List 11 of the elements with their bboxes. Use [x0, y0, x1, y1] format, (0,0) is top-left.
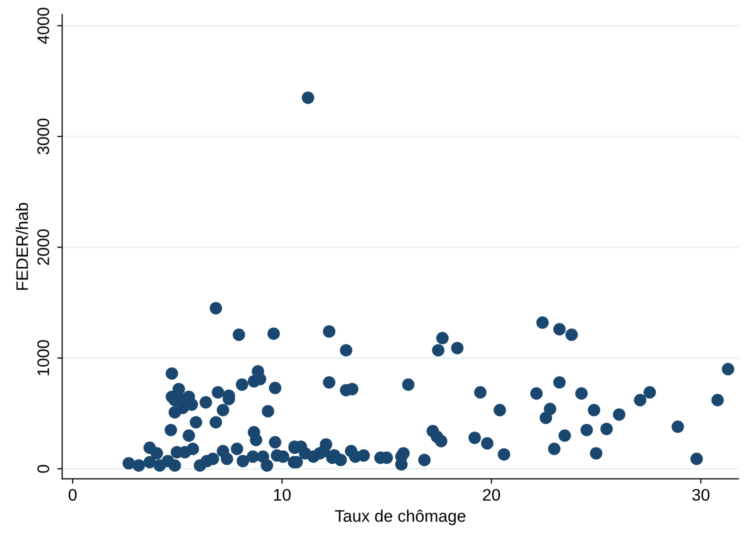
y-tick-label: 0	[37, 464, 50, 473]
x-tick-label: 20	[483, 488, 500, 501]
x-axis-title: Taux de chômage	[334, 510, 466, 526]
x-tick-label: 30	[692, 488, 710, 501]
y-axis-title: FEDER/hab	[16, 202, 28, 290]
y-tick-label: 3000	[37, 118, 50, 154]
y-tick-label: 1000	[37, 340, 50, 376]
y-tick-label: 2000	[37, 229, 50, 265]
x-tick-label: 0	[68, 488, 77, 501]
y-tick-label: 4000	[37, 8, 50, 44]
x-tick-label: 10	[274, 488, 291, 501]
